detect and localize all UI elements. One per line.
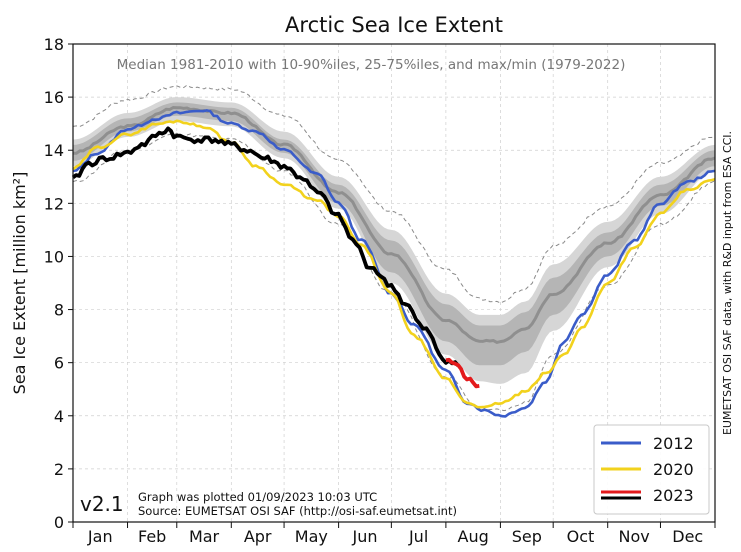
x-tick-label: Feb: [138, 527, 166, 546]
chart-subtitle: Median 1981-2010 with 10-90%iles, 25-75%…: [117, 57, 626, 73]
x-tick-label: Jan: [87, 527, 113, 546]
x-tick-label: May: [295, 527, 328, 546]
legend: 2012 2020 2023: [593, 424, 710, 515]
chart-title: Arctic Sea Ice Extent: [285, 13, 503, 37]
x-tick-label: Apr: [244, 527, 272, 546]
version-label: v2.1: [80, 492, 124, 516]
median-line: [73, 105, 716, 344]
y-tick-label: 0: [54, 513, 64, 532]
plot-frame: [72, 43, 716, 523]
y-tick-label: 14: [44, 141, 64, 160]
x-tick-label: Aug: [458, 527, 489, 546]
x-tick-label: Sep: [512, 527, 542, 546]
series-line-2023: [71, 126, 460, 367]
y-tick-label: 18: [44, 35, 64, 54]
y-axis-label: Sea Ice Extent [million km²]: [10, 172, 29, 395]
x-tick-label: Dec: [672, 527, 703, 546]
x-tick-label: Nov: [618, 527, 649, 546]
source-note: Source: EUMETSAT OSI SAF (http://osi-saf…: [138, 504, 457, 518]
band-25-75: [73, 102, 715, 366]
y-tick-label: 12: [44, 194, 64, 213]
series-line-2020: [72, 119, 716, 409]
plotted-timestamp: Graph was plotted 01/09/2023 10:03 UTC: [138, 490, 377, 504]
x-tick-label: Jul: [408, 527, 428, 546]
y-tick-label: 16: [44, 88, 64, 107]
legend-label-2023: 2023: [653, 486, 694, 505]
legend-label-2012: 2012: [653, 434, 694, 453]
y-tick-label: 2: [54, 460, 64, 479]
series-line-2023-recent: [445, 357, 480, 389]
y-tick-label: 10: [44, 247, 64, 266]
max-line: [72, 84, 716, 304]
y-tick-label: 4: [54, 407, 64, 426]
series-lines: [71, 109, 716, 418]
y-tick-label: 6: [54, 354, 64, 373]
x-tick-label: Jun: [351, 527, 377, 546]
y-tick-label: 8: [54, 301, 64, 320]
x-tick-label: Mar: [189, 527, 220, 546]
x-tick-label: Oct: [567, 527, 595, 546]
plot-area: Median 1981-2010 with 10-90%iles, 25-75%…: [44, 35, 716, 546]
legend-label-2020: 2020: [653, 460, 694, 479]
data-credit: EUMETSAT OSI SAF data, with R&D input fr…: [721, 131, 734, 435]
